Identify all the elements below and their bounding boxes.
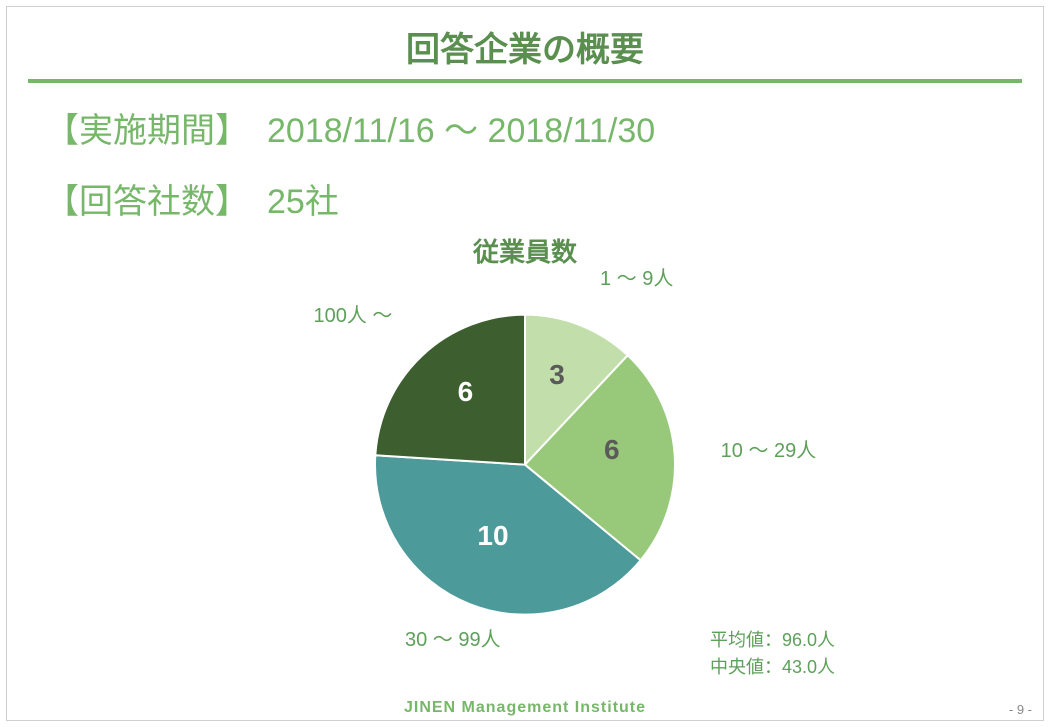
slice-category-label: 1 〜 9人: [600, 262, 673, 291]
footer-brand: JINEN Management Institute: [404, 699, 646, 717]
pie-area: 31 〜 9人610 〜 29人1030 〜 99人6100人 〜平均値：96.…: [205, 279, 845, 699]
pie-slice: [375, 315, 525, 465]
slice-value: 10: [477, 520, 508, 552]
slice-value: 6: [604, 434, 620, 466]
chart-title: 従業員数: [205, 232, 845, 269]
stat-mean: 平均値：96.0人: [710, 627, 835, 654]
slice-category-label: 100人 〜: [313, 299, 392, 328]
page-number: - 9 -: [1009, 702, 1032, 717]
slice-category-label: 10 〜 29人: [721, 434, 817, 463]
stat-median: 中央値：43.0人: [710, 654, 835, 681]
chart-stats: 平均値：96.0人中央値：43.0人: [710, 627, 835, 681]
chart-container: 従業員数 3 1 〜 9人 6 10 〜 29人 10 30 〜 99人 6 100人 〜平均…: [205, 232, 845, 692]
slice-value: 3: [549, 359, 565, 391]
pie-chart: [373, 313, 677, 617]
slice-category-label: 30 〜 99人: [405, 623, 501, 652]
slice-value: 6: [458, 376, 474, 408]
